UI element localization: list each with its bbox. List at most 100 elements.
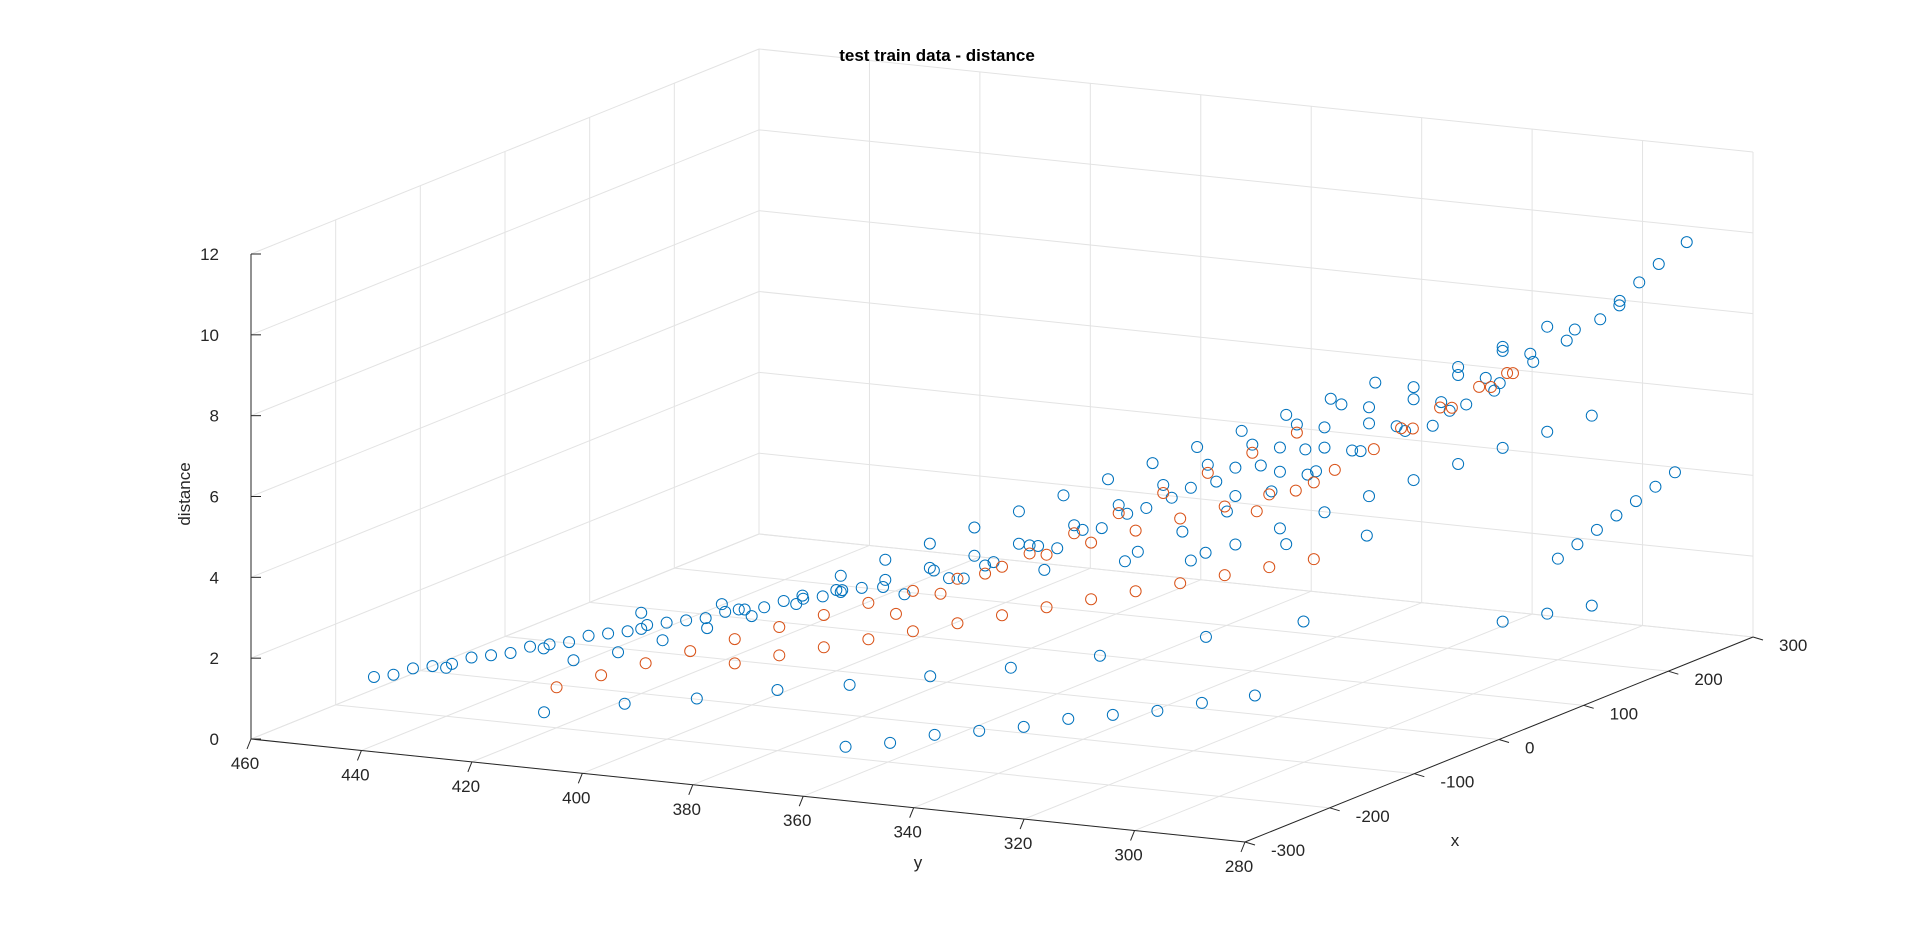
train-data-point [1452, 457, 1465, 470]
train-data-point [426, 660, 439, 673]
test-data-point [906, 625, 919, 638]
train-data-point [1496, 615, 1509, 628]
train-data-point [923, 537, 936, 550]
train-data-point [1057, 489, 1070, 502]
test-data-point [996, 560, 1008, 573]
train-data-point [1191, 441, 1204, 454]
z-axis-label: distance [175, 462, 194, 525]
test-data-point [1250, 505, 1263, 518]
test-data-point [728, 633, 741, 646]
x-tick [1329, 807, 1340, 812]
train-data-point [1248, 689, 1261, 702]
test-data-point [1307, 476, 1320, 489]
test-data-point [1290, 426, 1303, 439]
train-data-point [927, 564, 940, 577]
train-data-point [1151, 704, 1164, 717]
train-data-point [641, 618, 654, 631]
train-data-point [790, 598, 803, 611]
train-data-point [1426, 419, 1439, 432]
train-data-point [1571, 538, 1584, 551]
train-data-point [1062, 712, 1075, 725]
test-data-point [889, 607, 902, 620]
train-data-point [1346, 444, 1359, 457]
train-data-point [1541, 425, 1554, 438]
train-data-point [1229, 489, 1242, 502]
points-layer [367, 236, 1693, 753]
train-data-point [699, 612, 712, 625]
train-data-point [621, 625, 634, 638]
test-data-point [1246, 446, 1259, 459]
train-data-point [680, 614, 693, 627]
train-data-point [877, 581, 890, 594]
train-data-point [1318, 441, 1331, 454]
test-data-point [1434, 401, 1447, 414]
x-tick-label: 300 [1779, 636, 1807, 655]
train-data-point [656, 634, 669, 647]
train-data-point [1280, 408, 1293, 421]
x-tick-label: 0 [1525, 739, 1534, 758]
x-tick-label: -300 [1271, 841, 1305, 860]
test-data-point [1367, 443, 1380, 456]
x-tick-label: -100 [1440, 773, 1474, 792]
train-data-point [701, 622, 714, 635]
x-axis-label: x [1451, 831, 1460, 850]
train-data-point [1199, 546, 1212, 559]
test-data-point [1445, 401, 1458, 414]
grid-line [758, 210, 1754, 315]
train-data-point [1157, 478, 1170, 491]
train-data-point [440, 661, 453, 674]
train-data-point [843, 678, 856, 691]
train-data-point [1280, 538, 1293, 551]
train-data-point [1488, 384, 1501, 397]
train-data-point [1038, 563, 1051, 576]
train-data-point [879, 553, 892, 566]
test-data-point [639, 657, 652, 670]
grid-line [758, 48, 1754, 153]
train-data-point [1551, 552, 1564, 565]
grid-line [758, 371, 1754, 476]
train-data-point [1360, 529, 1373, 542]
test-data-point [1263, 561, 1276, 574]
train-data-point [1649, 480, 1662, 493]
train-data-point [1335, 398, 1348, 411]
y-tick [688, 784, 694, 795]
train-data-point [612, 646, 625, 659]
test-data-point [979, 567, 992, 580]
axis-layer: 280300320340360380400420440460-300-200-1… [200, 245, 1807, 876]
train-data-point [719, 605, 732, 618]
train-data-point [816, 590, 829, 603]
label-layer: test train data - distance x y distance [175, 46, 1460, 872]
train-data-point [1004, 661, 1017, 674]
train-data-point [1290, 418, 1303, 431]
y-tick [1240, 841, 1246, 853]
train-data-point [1068, 519, 1081, 532]
train-data-point [898, 588, 911, 601]
train-data-point [1140, 501, 1153, 514]
z-tick-label: 12 [200, 245, 219, 264]
test-data-point [728, 657, 741, 670]
test-data-point [1157, 487, 1170, 500]
train-data-point [543, 638, 556, 651]
y-tick [577, 773, 583, 784]
train-data-point [1017, 720, 1030, 733]
x-tick [1244, 841, 1256, 846]
test-data-point [1174, 512, 1187, 525]
train-data-point [839, 740, 852, 753]
test-data-point [1201, 466, 1214, 479]
y-tick [1019, 818, 1025, 830]
train-data-point [973, 724, 986, 737]
train-data-point [387, 668, 400, 681]
y-axis-line [250, 738, 1246, 843]
train-data-point [1407, 393, 1420, 406]
train-data-point [1195, 696, 1208, 709]
x-tick-label: -200 [1356, 807, 1390, 826]
train-data-point [1610, 509, 1623, 522]
grid-line [250, 129, 760, 336]
z-tick-label: 10 [200, 326, 219, 345]
train-data-point [1093, 649, 1106, 662]
train-data-point [928, 728, 941, 741]
train-data-point [1146, 457, 1159, 470]
grid-line [758, 452, 1754, 557]
train-data-point [1210, 475, 1223, 488]
